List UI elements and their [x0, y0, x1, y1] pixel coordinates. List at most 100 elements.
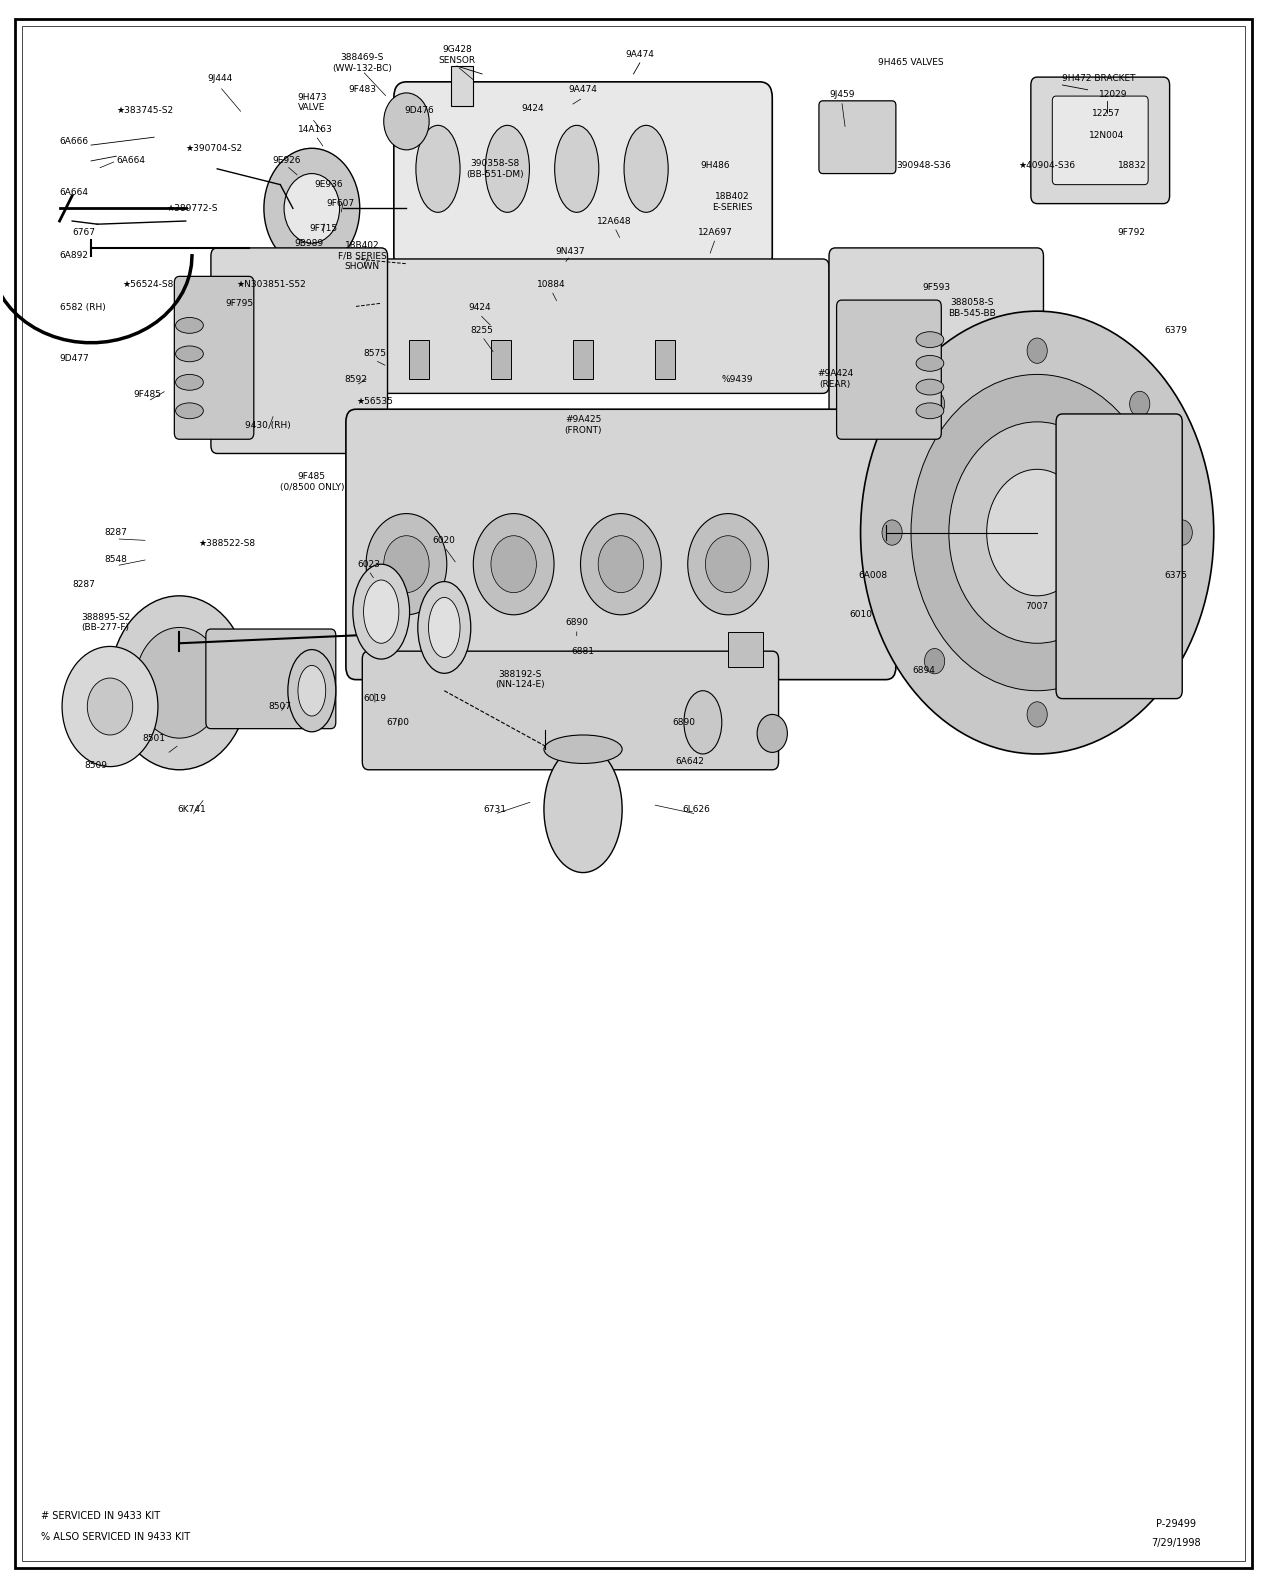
Text: 6L626: 6L626	[683, 805, 711, 814]
Circle shape	[110, 595, 248, 770]
Text: 9G428
SENSOR: 9G428 SENSOR	[438, 46, 475, 65]
FancyBboxPatch shape	[394, 83, 773, 271]
Circle shape	[366, 514, 447, 614]
FancyBboxPatch shape	[1031, 78, 1169, 203]
FancyBboxPatch shape	[829, 248, 1044, 454]
Ellipse shape	[544, 735, 622, 763]
Text: 8501: 8501	[143, 733, 166, 743]
FancyBboxPatch shape	[375, 259, 829, 394]
Text: 9F715: 9F715	[309, 224, 337, 233]
Circle shape	[264, 148, 360, 268]
Ellipse shape	[428, 597, 460, 657]
Text: 7/29/1998: 7/29/1998	[1152, 1538, 1201, 1547]
Text: %9439: %9439	[721, 375, 753, 384]
Text: ★390704-S2: ★390704-S2	[186, 144, 243, 152]
Text: 6700: 6700	[386, 717, 409, 727]
Circle shape	[1130, 392, 1150, 417]
Text: # SERVICED IN 9433 KIT: # SERVICED IN 9433 KIT	[41, 1511, 160, 1522]
Text: 6890: 6890	[565, 619, 588, 627]
Text: 12029: 12029	[1098, 90, 1128, 98]
Text: 9E936: 9E936	[314, 181, 342, 189]
Text: 390948-S36: 390948-S36	[896, 162, 952, 170]
Circle shape	[62, 646, 158, 767]
FancyBboxPatch shape	[1057, 414, 1182, 698]
Text: 18B402
F/B SERIES
SHOWN: 18B402 F/B SERIES SHOWN	[338, 241, 386, 271]
Text: 6A664: 6A664	[117, 157, 146, 165]
Text: 12257: 12257	[1092, 110, 1121, 117]
Circle shape	[87, 678, 133, 735]
Circle shape	[1130, 649, 1150, 674]
Text: 9F593: 9F593	[922, 282, 950, 292]
Text: 8548: 8548	[105, 555, 128, 563]
Circle shape	[925, 649, 945, 674]
FancyBboxPatch shape	[362, 651, 778, 770]
Text: 9F485: 9F485	[134, 390, 162, 400]
Ellipse shape	[485, 125, 530, 213]
Text: 388192-S
(NN-124-E): 388192-S (NN-124-E)	[495, 670, 545, 689]
Text: ★56535: ★56535	[356, 397, 393, 406]
Text: 6894: 6894	[912, 665, 935, 674]
Text: 12N004: 12N004	[1088, 132, 1124, 140]
Circle shape	[860, 311, 1214, 754]
Circle shape	[384, 536, 430, 592]
Text: 6A666: 6A666	[60, 138, 89, 146]
Ellipse shape	[176, 403, 203, 419]
Text: ★40904-S36: ★40904-S36	[1019, 162, 1076, 170]
Circle shape	[1028, 701, 1048, 727]
Ellipse shape	[625, 125, 668, 213]
Text: 9F795: 9F795	[226, 298, 253, 308]
Circle shape	[706, 536, 751, 592]
Text: 9H473
VALVE: 9H473 VALVE	[296, 92, 327, 113]
FancyBboxPatch shape	[210, 248, 388, 454]
Ellipse shape	[544, 746, 622, 873]
Text: 6582 (RH): 6582 (RH)	[60, 303, 105, 313]
Text: 9H465 VALVES: 9H465 VALVES	[878, 59, 944, 67]
Text: 9424: 9424	[521, 105, 544, 113]
Text: 9J444: 9J444	[207, 75, 232, 83]
FancyBboxPatch shape	[818, 102, 896, 173]
Text: ★56524-S8: ★56524-S8	[123, 279, 174, 289]
Circle shape	[987, 470, 1087, 595]
Bar	[490, 340, 511, 379]
Text: 390358-S8
(BB-551-DM): 390358-S8 (BB-551-DM)	[466, 159, 523, 178]
Circle shape	[688, 514, 769, 614]
Text: 388895-S2
(BB-277-F): 388895-S2 (BB-277-F)	[81, 613, 131, 632]
Ellipse shape	[288, 649, 336, 732]
Text: 6A008: 6A008	[859, 571, 888, 579]
Circle shape	[911, 375, 1163, 690]
Ellipse shape	[916, 355, 944, 371]
Text: 6023: 6023	[357, 560, 380, 568]
Text: 9A474: 9A474	[626, 51, 654, 59]
Text: 9A474: 9A474	[569, 86, 598, 94]
FancyBboxPatch shape	[205, 628, 336, 728]
Text: 9E926: 9E926	[272, 157, 300, 165]
Circle shape	[758, 714, 787, 752]
Text: ★N303851-S52: ★N303851-S52	[236, 279, 305, 289]
Text: 9B989: 9B989	[295, 238, 324, 248]
Text: % ALSO SERVICED IN 9433 KIT: % ALSO SERVICED IN 9433 KIT	[41, 1531, 190, 1543]
Text: 9430 (RH): 9430 (RH)	[245, 421, 290, 430]
Circle shape	[949, 422, 1125, 643]
Text: 12A697: 12A697	[698, 227, 732, 236]
Text: 9F483: 9F483	[348, 86, 376, 94]
Ellipse shape	[916, 403, 944, 419]
Text: 8592: 8592	[345, 375, 367, 384]
Text: 8507: 8507	[269, 701, 291, 711]
FancyBboxPatch shape	[1053, 97, 1148, 184]
Text: 9H472 BRACKET: 9H472 BRACKET	[1063, 75, 1136, 83]
Text: 6019: 6019	[364, 694, 386, 703]
Text: 7007: 7007	[1026, 603, 1049, 611]
Text: 9F607: 9F607	[327, 198, 355, 208]
Text: 9F485
(0/8500 ONLY): 9F485 (0/8500 ONLY)	[280, 473, 345, 492]
Ellipse shape	[298, 665, 326, 716]
Text: 9H486: 9H486	[701, 162, 730, 170]
Bar	[729, 632, 764, 667]
Ellipse shape	[176, 346, 203, 362]
Text: 6020: 6020	[433, 536, 456, 544]
Text: 9N437: 9N437	[556, 246, 585, 256]
Ellipse shape	[176, 317, 203, 333]
Text: 6K741: 6K741	[177, 805, 207, 814]
Circle shape	[490, 536, 536, 592]
Text: 6A892: 6A892	[60, 251, 89, 260]
Bar	[655, 340, 675, 379]
